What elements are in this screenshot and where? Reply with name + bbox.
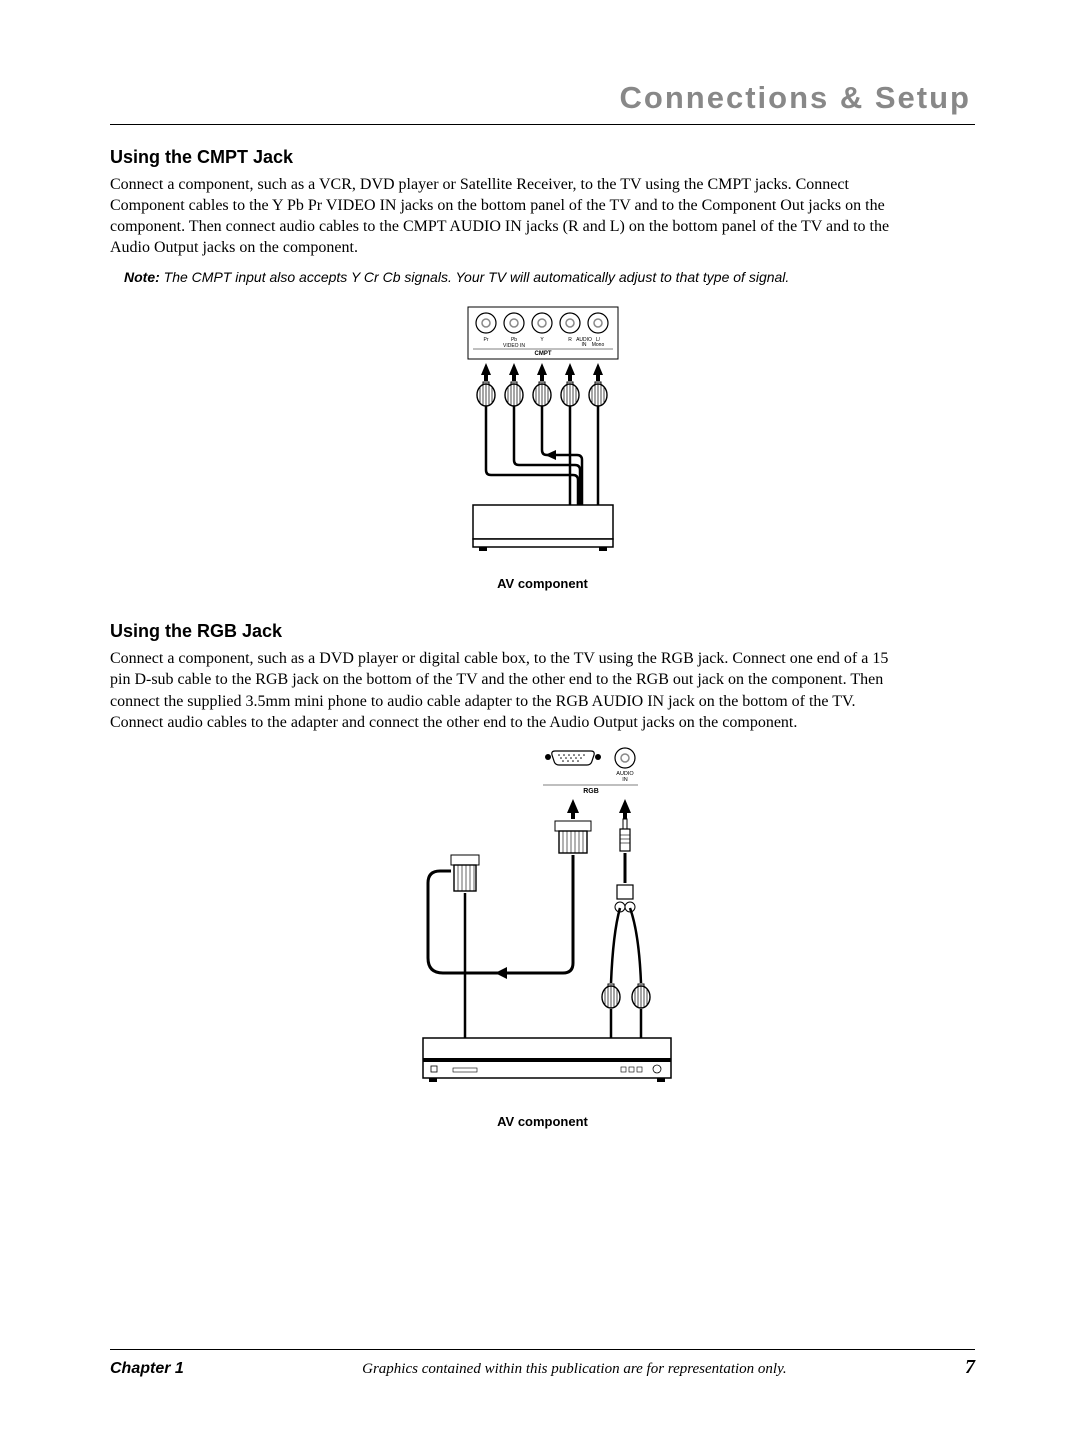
section1-heading: Using the CMPT Jack — [110, 147, 975, 168]
rgb-diagram-svg: AUDIO IN RGB — [373, 743, 713, 1103]
rca-plug-right — [632, 984, 650, 1008]
svg-text:IN: IN — [581, 342, 586, 348]
audio-splitter — [615, 885, 635, 912]
cmpt-label: CMPT — [534, 351, 551, 357]
rgb-diagram: AUDIO IN RGB — [110, 743, 975, 1129]
section2-body: Connect a component, such as a DVD playe… — [110, 648, 910, 732]
direction-arrow-icon — [545, 450, 556, 460]
jack-row — [476, 313, 608, 333]
minijack-plug — [620, 819, 630, 851]
cmpt-diagram-caption: AV component — [110, 576, 975, 591]
direction-arrow-icon — [495, 967, 507, 979]
cmpt-diagram-svg: Pr Pb Y R L/ Mono VIDEO IN AUDIO IN CMPT — [443, 305, 643, 565]
av-component-box-rgb — [423, 1038, 671, 1082]
header-rule — [110, 124, 975, 125]
rca-plug-left — [602, 984, 620, 1008]
footer-rule — [110, 1349, 975, 1350]
cables — [486, 406, 598, 505]
svg-text:IN: IN — [622, 777, 628, 783]
footer-disclaimer: Graphics contained within this publicati… — [362, 1361, 787, 1378]
note-body: The CMPT input also accepts Y Cr Cb sign… — [160, 269, 790, 285]
rgb-label: RGB — [583, 788, 599, 795]
footer-chapter: Chapter 1 — [110, 1360, 184, 1378]
dsub-plug-component — [451, 855, 479, 891]
jack-label-r: R — [568, 337, 572, 343]
section1-note: Note: The CMPT input also accepts Y Cr C… — [124, 268, 864, 287]
page-footer: Chapter 1 Graphics contained within this… — [110, 1349, 975, 1379]
svg-text:Mono: Mono — [591, 342, 604, 348]
chapter-header-title: Connections & Setup — [110, 80, 975, 116]
cmpt-diagram: Pr Pb Y R L/ Mono VIDEO IN AUDIO IN CMPT — [110, 305, 975, 591]
jack-label-pr: Pr — [483, 337, 488, 343]
section1-body: Connect a component, such as a VCR, DVD … — [110, 174, 910, 258]
arrows-up — [481, 363, 603, 381]
section2-heading: Using the RGB Jack — [110, 621, 975, 642]
footer-page-number: 7 — [965, 1356, 975, 1379]
jack-label-y: Y — [540, 337, 544, 343]
rca-plugs — [477, 382, 607, 406]
audio-cables — [611, 908, 641, 983]
note-label: Note: — [124, 269, 160, 285]
rgb-diagram-caption: AV component — [110, 1114, 975, 1129]
video-in-label: VIDEO IN — [503, 343, 525, 349]
dsub-plug — [555, 821, 591, 853]
av-component-box — [473, 505, 613, 539]
arrows-up-rgb — [567, 799, 631, 819]
